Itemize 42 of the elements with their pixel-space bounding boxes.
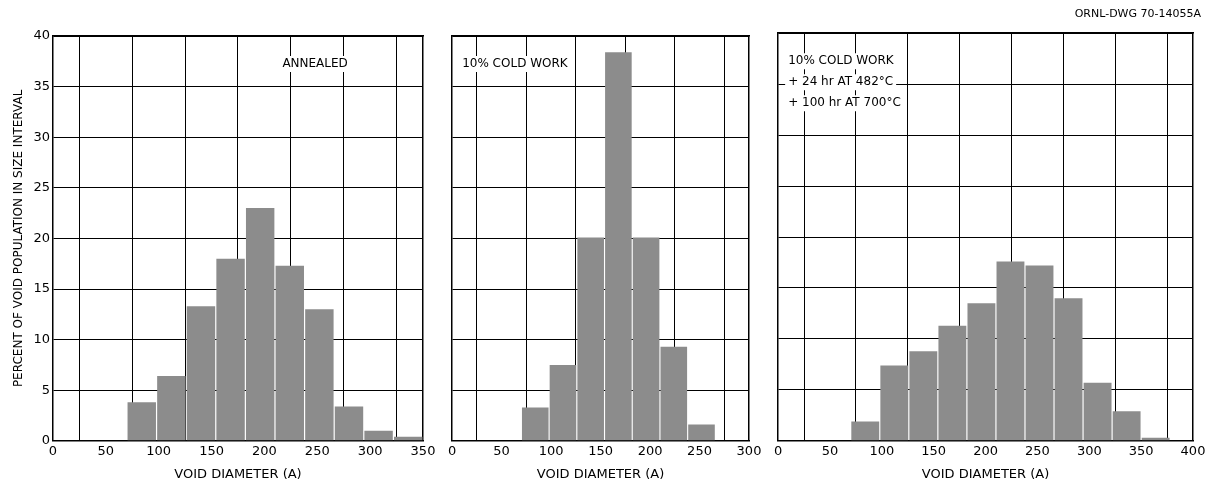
x-tick-label: 100 <box>869 442 895 458</box>
x-tick-label: 150 <box>921 442 947 458</box>
x-axis-title: VOID DIAMETER (A) <box>174 465 302 481</box>
y-axis-title: PERCENT OF VOID POPULATION IN SIZE INTERVAL <box>11 89 26 388</box>
x-tick-label: 350 <box>410 442 436 458</box>
annotation: + 100 hr AT 700°C <box>788 95 901 110</box>
x-tick-label: 0 <box>447 442 457 458</box>
x-tick-label: 150 <box>199 442 224 458</box>
y-tick-label: 15 <box>33 280 50 296</box>
x-tick-label: 300 <box>357 442 383 458</box>
chart-subtitle: ORNL-DWG 70-14055A <box>1074 7 1202 21</box>
y-tick-label: 25 <box>33 179 50 195</box>
annotation: 10% COLD WORK <box>788 53 895 68</box>
x-tick-label: 100 <box>538 442 564 458</box>
annotation: + 24 hr AT 482°C <box>788 74 894 89</box>
x-tick-label: 150 <box>588 442 613 458</box>
annotation: 10% COLD WORK <box>462 56 569 71</box>
x-tick-label: 50 <box>821 442 839 458</box>
x-tick-label: 250 <box>1025 442 1050 458</box>
y-tick-label: 40 <box>33 27 50 43</box>
x-tick-label: 0 <box>773 442 783 458</box>
x-tick-label: 350 <box>1128 442 1154 458</box>
x-axis-title: VOID DIAMETER (A) <box>921 465 1050 481</box>
y-tick-label: 20 <box>33 229 50 245</box>
y-tick-label: 0 <box>41 432 50 448</box>
y-tick-label: 30 <box>33 128 50 144</box>
x-tick-label: 250 <box>687 442 712 458</box>
x-tick-label: 400 <box>1180 442 1206 458</box>
y-tick-label: 10 <box>33 330 50 346</box>
y-tick-label: 35 <box>33 77 50 93</box>
annotation: ANNEALED <box>282 56 348 71</box>
x-tick-label: 300 <box>736 442 762 458</box>
x-tick-label: 200 <box>251 442 277 458</box>
x-tick-label: 50 <box>97 442 115 458</box>
y-tick-label: 5 <box>41 381 50 397</box>
x-tick-label: 250 <box>304 442 330 458</box>
x-axis-title: VOID DIAMETER (A) <box>536 465 665 481</box>
x-tick-label: 200 <box>637 442 663 458</box>
x-tick-label: 100 <box>146 442 172 458</box>
x-tick-label: 50 <box>493 442 510 458</box>
x-tick-label: 200 <box>973 442 998 458</box>
x-tick-label: 300 <box>1076 442 1102 458</box>
